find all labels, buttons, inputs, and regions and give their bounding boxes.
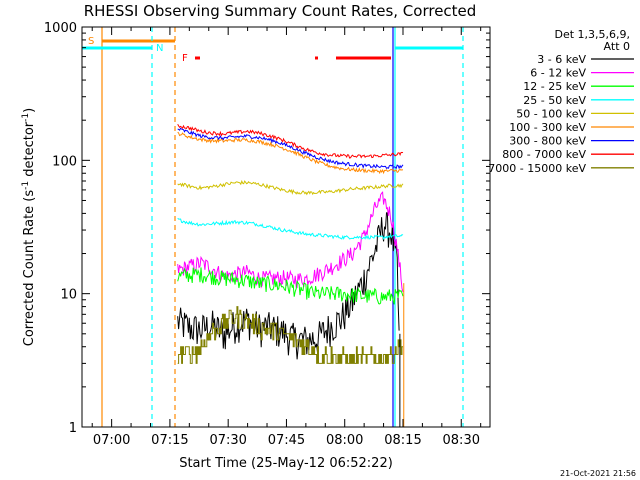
series-6-12-kev-line — [177, 191, 404, 293]
series-300-800-kev-line — [177, 127, 404, 170]
series-7000-15000-kev-line — [177, 306, 403, 364]
plot-frame — [81, 26, 491, 428]
y-tick-label: 100 — [52, 154, 77, 169]
x-tick-label: 07:45 — [268, 433, 305, 448]
series-3-6-kev-line — [177, 212, 400, 360]
series-12-25-kev-line — [177, 267, 404, 305]
legend-label: 100 - 300 keV — [509, 121, 586, 134]
orbit-bars: S N F — [82, 27, 464, 427]
legend-label: 6 - 12 keV — [530, 67, 586, 80]
series-100-300-kev-line — [177, 131, 404, 175]
x-tick-label: 08:00 — [326, 433, 363, 448]
legend-label: 12 - 25 keV — [523, 80, 586, 93]
legend-label: 800 - 7000 keV — [502, 148, 586, 161]
legend-header: Att 0 — [604, 40, 630, 53]
annotation-s: S — [88, 36, 94, 47]
annotation-n: N — [156, 43, 163, 54]
series-800-7000-kev-line — [177, 123, 404, 159]
series-50-100-kev-line — [177, 179, 404, 196]
y-tick-label: 1000 — [44, 21, 77, 36]
y-tick-label: 1 — [69, 421, 77, 436]
x-tick-label: 08:15 — [384, 433, 421, 448]
y-tick-label: 10 — [60, 288, 77, 303]
x-tick-label: 07:30 — [209, 433, 246, 448]
legend-label: 25 - 50 keV — [523, 94, 586, 107]
chart-title: RHESSI Observing Summary Count Rates, Co… — [84, 2, 477, 20]
footer-timestamp: 21-Oct-2021 21:56 — [560, 469, 636, 478]
legend-label: 50 - 100 keV — [516, 107, 586, 120]
x-tick-label: 08:30 — [443, 433, 480, 448]
x-tick-label: 07:00 — [93, 433, 130, 448]
series-25-50-kev-line — [177, 217, 404, 241]
legend-label: 300 - 800 keV — [509, 135, 586, 148]
annotation-f: F — [182, 53, 188, 64]
x-tick-label: 07:15 — [151, 433, 188, 448]
legend-label: 7000 - 15000 keV — [488, 162, 586, 175]
axis-ticks: 07:00 07:15 07:30 07:45 08:00 08:15 08:30 1 10 10… — [44, 21, 490, 448]
legend-header: Det 1,3,5,6,9, — [554, 28, 630, 41]
y-axis-label: Corrected Count Rate (s-1 detector-1) — [21, 108, 37, 346]
series-layer — [177, 123, 405, 427]
legend-label: 3 - 6 keV — [537, 53, 586, 66]
x-axis-label: Start Time (25-May-12 06:52:22) — [179, 456, 393, 471]
